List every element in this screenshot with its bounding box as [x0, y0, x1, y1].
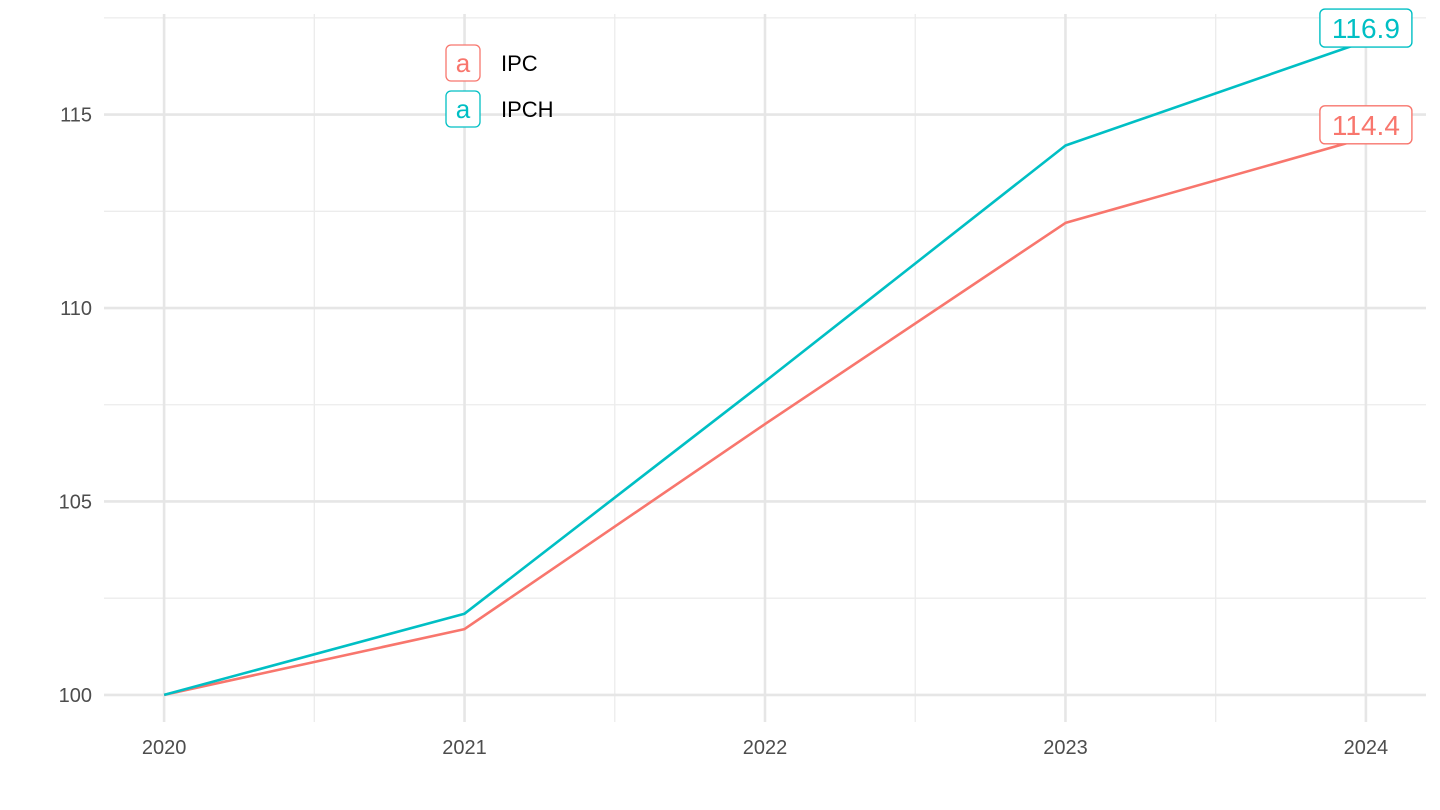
x-tick-label-2020: 2020	[142, 737, 187, 759]
legend: a IPC a IPCH	[445, 44, 554, 128]
y-tick-label-100: 100	[59, 685, 92, 707]
x-axis: 2020 2021 2022 2023 2024	[142, 737, 1388, 759]
legend-item-ipch: a IPCH	[445, 90, 554, 128]
legend-label-ipch: IPCH	[501, 97, 554, 122]
end-label-text: 116.9	[1332, 13, 1400, 44]
x-tick-label-2021: 2021	[442, 737, 487, 759]
y-tick-label-115: 115	[60, 105, 92, 127]
series-line-ipc	[163, 136, 1367, 697]
end-label-ipch: 116.9	[1319, 8, 1413, 48]
legend-key-glyph-ipch: a	[456, 94, 471, 124]
legend-key-ipch	[445, 90, 481, 128]
end-label-box	[1319, 105, 1413, 145]
major-gridlines	[104, 14, 1426, 722]
y-tick-label-110: 110	[60, 298, 92, 320]
x-tick-label-2023: 2023	[1043, 737, 1088, 759]
x-tick-label-2022: 2022	[743, 737, 788, 759]
end-label-ipc: 114.4	[1319, 105, 1413, 145]
end-label-text: 114.4	[1332, 110, 1400, 141]
legend-label-ipc: IPC	[501, 51, 538, 76]
y-tick-label-105: 105	[59, 491, 92, 513]
y-axis: 100 105 110 115	[59, 105, 92, 707]
legend-key-ipc	[445, 44, 481, 82]
series-line-ipch	[163, 39, 1367, 697]
series-lines	[163, 39, 1367, 697]
end-label-box	[1319, 8, 1413, 48]
legend-key-glyph-ipc: a	[456, 48, 471, 78]
legend-item-ipc: a IPC	[445, 44, 538, 82]
x-tick-label-2024: 2024	[1344, 737, 1389, 759]
end-labels: 114.4 116.9	[1319, 8, 1413, 145]
